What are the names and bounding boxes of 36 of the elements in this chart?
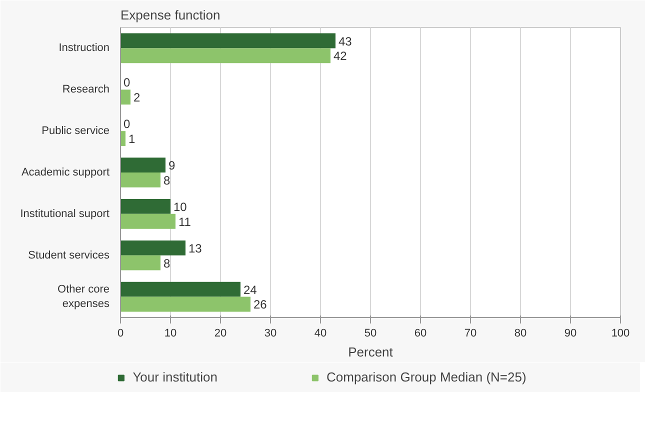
x-tick-label: 20 <box>214 328 227 340</box>
y-tick-label: Academic support <box>21 166 110 178</box>
data-label: 10 <box>174 200 188 214</box>
data-label: 43 <box>338 34 352 48</box>
y-tick-label: Research <box>62 84 110 96</box>
x-tick-label: 70 <box>464 328 477 340</box>
y-tick-label: Institutional suport <box>20 208 110 220</box>
y-tick-label: Other core expenses <box>58 284 110 310</box>
x-tick-label: 50 <box>364 328 377 340</box>
legend-label: Your institution <box>132 370 218 384</box>
data-label: 9 <box>168 158 176 173</box>
x-tick-label: 60 <box>414 328 427 340</box>
data-label: 11 <box>178 214 192 229</box>
data-label: 42 <box>334 49 348 64</box>
x-tick-label: 0 <box>117 328 124 340</box>
data-label: 24 <box>244 282 258 297</box>
x-axis-title: Percent <box>348 344 394 360</box>
data-label: 26 <box>254 298 268 312</box>
data-label: 2 <box>134 90 140 105</box>
data-label: 0 <box>124 76 130 90</box>
y-tick-label: Instruction <box>58 42 110 54</box>
y-tick-label: Public service <box>42 125 110 138</box>
data-label: 13 <box>188 241 202 256</box>
data-label: 1 <box>128 132 136 146</box>
x-tick-label: 40 <box>314 328 327 340</box>
x-tick-label: 90 <box>564 328 577 340</box>
data-label: 8 <box>164 256 170 270</box>
data-label: 8 <box>164 173 170 188</box>
legend-label: Comparison Group Median (N=25) <box>326 370 526 384</box>
y-tick-label: Student services <box>28 249 110 262</box>
data-label: 0 <box>124 117 130 132</box>
y-axis-title: Expense function <box>120 8 220 22</box>
x-tick-label: 10 <box>164 328 177 340</box>
x-tick-label: 80 <box>514 328 527 340</box>
x-tick-label: 30 <box>264 328 277 340</box>
x-tick-label: 100 <box>611 328 630 340</box>
